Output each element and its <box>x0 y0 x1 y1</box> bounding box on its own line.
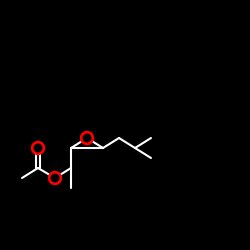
Circle shape <box>48 172 62 184</box>
Circle shape <box>80 132 94 144</box>
Circle shape <box>83 134 91 142</box>
Circle shape <box>34 144 42 152</box>
Circle shape <box>51 174 59 182</box>
Circle shape <box>32 142 44 154</box>
